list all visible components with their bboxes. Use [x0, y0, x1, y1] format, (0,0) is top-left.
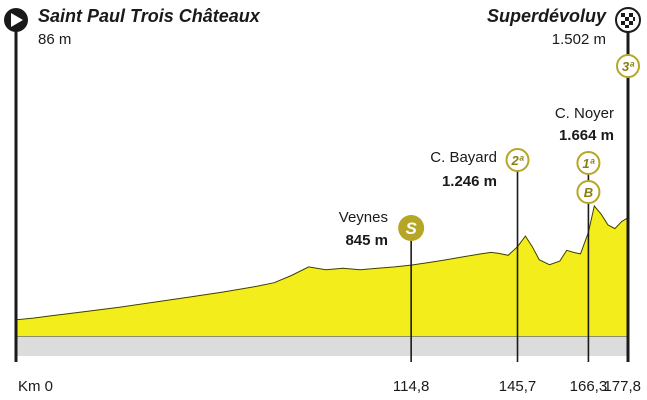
- point-c-bayard: 2ª C. Bayard 1.246 m: [430, 148, 530, 362]
- bonus-badge: [576, 180, 601, 204]
- finish-altitude: 1.502 m: [552, 31, 606, 48]
- x-tick-label: 166,3: [570, 378, 608, 395]
- baseline-band: [16, 336, 628, 356]
- bonus-badge-label: B: [584, 185, 593, 200]
- finish-checkered-flag-icon: [615, 7, 641, 33]
- x-tick-label: Km 0: [18, 378, 53, 395]
- sprint-badge: [398, 215, 425, 241]
- category-badge: [576, 151, 601, 175]
- point-altitude: 1.246 m: [442, 173, 497, 190]
- point-name: C. Noyer: [555, 105, 614, 122]
- point-veynes: S Veynes 845 m: [339, 209, 425, 362]
- category-badge: [505, 148, 530, 172]
- finish-category-label: 3ª: [622, 59, 635, 74]
- x-tick-label: 177,8: [603, 378, 641, 395]
- x-tick-label: 145,7: [499, 378, 537, 395]
- start-name: Saint Paul Trois Châteaux: [38, 6, 261, 26]
- point-name: C. Bayard: [430, 149, 497, 166]
- finish-category-badge: 3ª: [616, 54, 640, 78]
- x-tick-label: 114,8: [393, 378, 429, 395]
- point-c-noyer: 1ª B C. Noyer 1.664 m: [555, 105, 614, 362]
- sprint-badge-label: S: [405, 219, 417, 238]
- elevation-area-base: [16, 326, 628, 336]
- category-badge-label: 2ª: [510, 153, 524, 168]
- finish-name: Superdévoluy: [487, 6, 607, 26]
- elevation-area: [15, 204, 629, 337]
- point-altitude: 1.664 m: [559, 127, 614, 144]
- start-play-icon: [4, 8, 28, 32]
- point-name: Veynes: [339, 209, 388, 226]
- point-altitude: 845 m: [345, 232, 388, 249]
- points-layer: S Veynes 845 m 2ª C. Bayard 1.246 m 1ª B C. Noye…: [339, 105, 614, 362]
- start-altitude: 86 m: [38, 31, 71, 48]
- category-badge-label: 1ª: [582, 156, 595, 171]
